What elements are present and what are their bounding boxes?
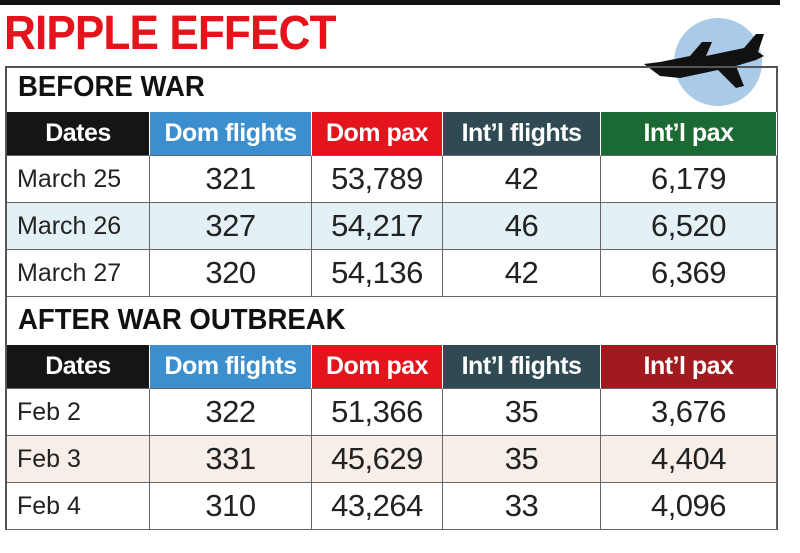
date-cell: Feb 2 bbox=[7, 389, 150, 436]
value-cell: 43,264 bbox=[312, 483, 443, 530]
value-cell: 310 bbox=[150, 483, 312, 530]
value-cell: 42 bbox=[443, 250, 601, 297]
value-cell: 54,217 bbox=[312, 203, 443, 250]
value-cell: 321 bbox=[150, 156, 312, 203]
column-header: Dates bbox=[7, 345, 150, 389]
value-cell: 327 bbox=[150, 203, 312, 250]
value-cell: 331 bbox=[150, 436, 312, 483]
column-header: Dom pax bbox=[312, 112, 443, 156]
value-cell: 54,136 bbox=[312, 250, 443, 297]
column-header: Dom flights bbox=[150, 345, 312, 389]
value-cell: 46 bbox=[443, 203, 601, 250]
value-cell: 51,366 bbox=[312, 389, 443, 436]
value-cell: 33 bbox=[443, 483, 601, 530]
column-header: Dates bbox=[7, 112, 150, 156]
column-header: Int’l pax bbox=[601, 345, 777, 389]
date-cell: Feb 4 bbox=[7, 483, 150, 530]
value-cell: 45,629 bbox=[312, 436, 443, 483]
section-heading: AFTER WAR OUTBREAK bbox=[18, 304, 346, 336]
value-cell: 42 bbox=[443, 156, 601, 203]
value-cell: 322 bbox=[150, 389, 312, 436]
section-heading: BEFORE WAR bbox=[18, 71, 205, 103]
value-cell: 4,404 bbox=[601, 436, 777, 483]
value-cell: 6,179 bbox=[601, 156, 777, 203]
value-cell: 320 bbox=[150, 250, 312, 297]
value-cell: 4,096 bbox=[601, 483, 777, 530]
top-bar bbox=[0, 0, 780, 5]
value-cell: 3,676 bbox=[601, 389, 777, 436]
value-cell: 6,520 bbox=[601, 203, 777, 250]
date-cell: March 26 bbox=[7, 203, 150, 250]
column-header: Dom flights bbox=[150, 112, 312, 156]
column-header: Dom pax bbox=[312, 345, 443, 389]
date-cell: March 27 bbox=[7, 250, 150, 297]
title: RIPPLE EFFECT bbox=[4, 7, 336, 60]
date-cell: March 25 bbox=[7, 156, 150, 203]
column-header: Int’l flights bbox=[443, 345, 601, 389]
plane-icon bbox=[644, 18, 764, 106]
value-cell: 53,789 bbox=[312, 156, 443, 203]
value-cell: 35 bbox=[443, 389, 601, 436]
value-cell: 35 bbox=[443, 436, 601, 483]
value-cell: 6,369 bbox=[601, 250, 777, 297]
date-cell: Feb 3 bbox=[7, 436, 150, 483]
column-header: Int’l flights bbox=[443, 112, 601, 156]
column-header: Int’l pax bbox=[601, 112, 777, 156]
